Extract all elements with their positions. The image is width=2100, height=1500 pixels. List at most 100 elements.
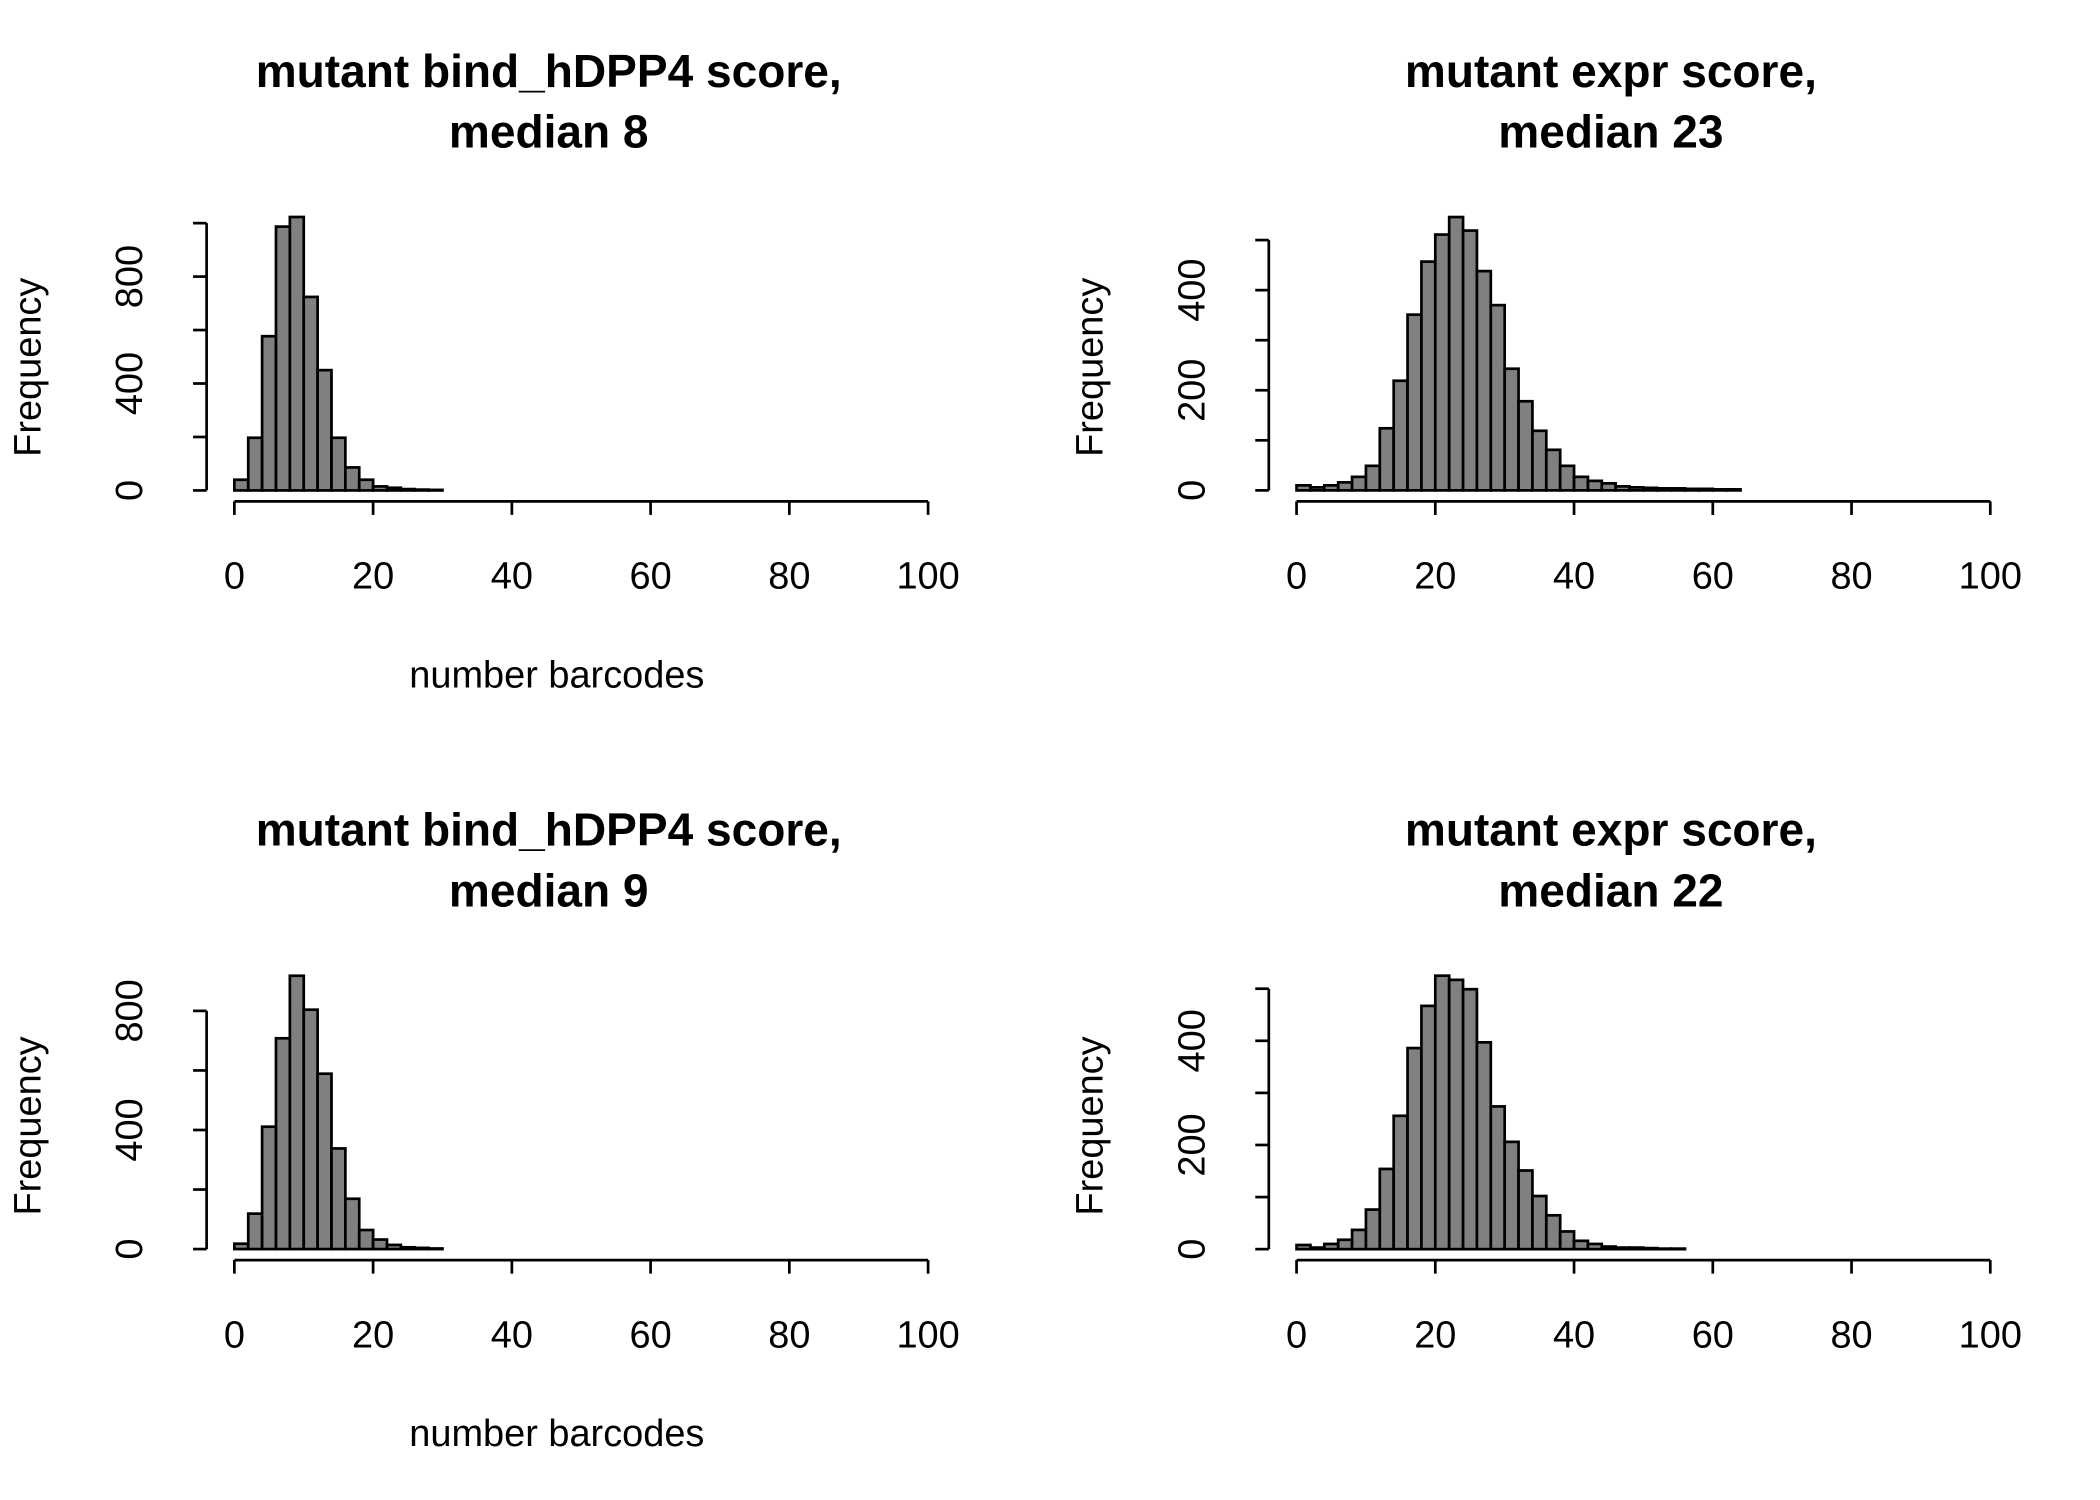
bar xyxy=(1600,482,1618,492)
x-tick-label: 20 xyxy=(352,1314,394,1356)
bar xyxy=(1558,1230,1576,1251)
bar xyxy=(1489,303,1507,492)
bar xyxy=(274,225,292,492)
bar xyxy=(274,1036,292,1251)
y-axis-label: Frequency xyxy=(7,278,49,457)
bar xyxy=(1544,448,1562,492)
y-axis-label: Frequency xyxy=(7,1036,49,1215)
bar xyxy=(1364,464,1382,492)
bar xyxy=(330,1147,347,1251)
bar xyxy=(1489,1105,1507,1251)
bar xyxy=(1669,487,1687,492)
bar xyxy=(427,1247,444,1251)
bar xyxy=(1378,426,1396,492)
bar xyxy=(288,215,306,492)
bar xyxy=(1420,260,1437,492)
bar xyxy=(1669,1247,1687,1251)
bar xyxy=(1295,484,1312,492)
bar xyxy=(330,436,347,492)
x-tick-label: 60 xyxy=(1692,556,1734,598)
bar xyxy=(1420,1004,1437,1251)
y-tick-label: 800 xyxy=(109,245,151,308)
bar xyxy=(1586,1242,1604,1251)
bar xyxy=(1447,215,1465,492)
bar xyxy=(1531,1194,1548,1251)
bar xyxy=(1461,229,1479,492)
bar xyxy=(1614,485,1631,492)
y-tick-label: 400 xyxy=(109,1098,151,1161)
bar xyxy=(1378,1167,1396,1251)
bar xyxy=(1655,1247,1673,1251)
bar xyxy=(413,488,430,492)
x-tick-label: 0 xyxy=(1286,1314,1307,1356)
x-tick-label: 100 xyxy=(896,556,959,598)
y-axis-label: Frequency xyxy=(1070,278,1112,457)
x-tick-label: 0 xyxy=(224,556,245,598)
y-tick-label: 800 xyxy=(109,979,151,1042)
y-tick-label: 400 xyxy=(109,352,151,415)
bar xyxy=(357,478,375,492)
bar xyxy=(1447,978,1465,1251)
x-tick-label: 100 xyxy=(1959,1314,2022,1356)
bar xyxy=(1600,1245,1618,1251)
bar xyxy=(1392,1114,1409,1251)
x-tick-label: 100 xyxy=(1959,556,2022,598)
y-axis-label: Frequency xyxy=(1070,1036,1112,1215)
bar xyxy=(385,486,403,492)
bar xyxy=(1322,1242,1340,1251)
bar xyxy=(399,487,417,492)
x-tick-label: 80 xyxy=(1830,556,1872,598)
bar xyxy=(1725,488,1742,492)
x-tick-label: 0 xyxy=(1286,556,1307,598)
bar xyxy=(1531,429,1548,492)
bar xyxy=(1461,987,1479,1251)
x-tick-label: 20 xyxy=(1414,556,1456,598)
bar xyxy=(371,485,389,492)
bar xyxy=(1558,464,1576,492)
bar xyxy=(1544,1213,1562,1251)
x-tick-label: 40 xyxy=(491,556,533,598)
x-tick-label: 80 xyxy=(768,556,810,598)
x-tick-label: 0 xyxy=(224,1314,245,1356)
bar xyxy=(1586,479,1604,492)
y-tick-label: 200 xyxy=(1171,359,1213,422)
bar xyxy=(1475,1041,1493,1251)
bar xyxy=(246,436,264,492)
bar xyxy=(1697,487,1715,492)
bar xyxy=(1628,1246,1645,1251)
chart-title: mutant bind_hDPP4 score, xyxy=(256,45,842,97)
bar xyxy=(1295,1243,1312,1251)
bar xyxy=(246,1212,264,1251)
bar xyxy=(1336,481,1354,492)
bar xyxy=(1642,486,1659,492)
bar xyxy=(1572,475,1590,492)
bar xyxy=(371,1238,389,1251)
y-tick-label: 400 xyxy=(1171,258,1213,321)
x-tick-label: 40 xyxy=(1553,556,1595,598)
bar xyxy=(1433,974,1451,1251)
bar xyxy=(1309,486,1326,492)
bar xyxy=(1517,399,1534,492)
chart-title: median 9 xyxy=(449,864,649,916)
bar xyxy=(1392,379,1409,492)
y-tick-label: 0 xyxy=(109,480,151,501)
bar xyxy=(316,1072,333,1251)
chart-title: mutant expr score, xyxy=(1405,45,1817,97)
bar xyxy=(260,1125,278,1251)
bar xyxy=(385,1243,403,1251)
x-tick-label: 40 xyxy=(491,1314,533,1356)
bar xyxy=(427,488,444,492)
bar xyxy=(1503,367,1520,492)
bar xyxy=(260,334,278,492)
x-tick-label: 80 xyxy=(768,1314,810,1356)
x-tick-label: 60 xyxy=(630,556,672,598)
bar xyxy=(1336,1238,1354,1251)
bar xyxy=(1614,1246,1631,1251)
bar xyxy=(1322,484,1340,492)
bar xyxy=(1475,269,1493,492)
bar xyxy=(233,478,250,492)
y-tick-label: 0 xyxy=(1171,1239,1213,1260)
bar xyxy=(233,1242,250,1251)
bar xyxy=(344,466,361,492)
